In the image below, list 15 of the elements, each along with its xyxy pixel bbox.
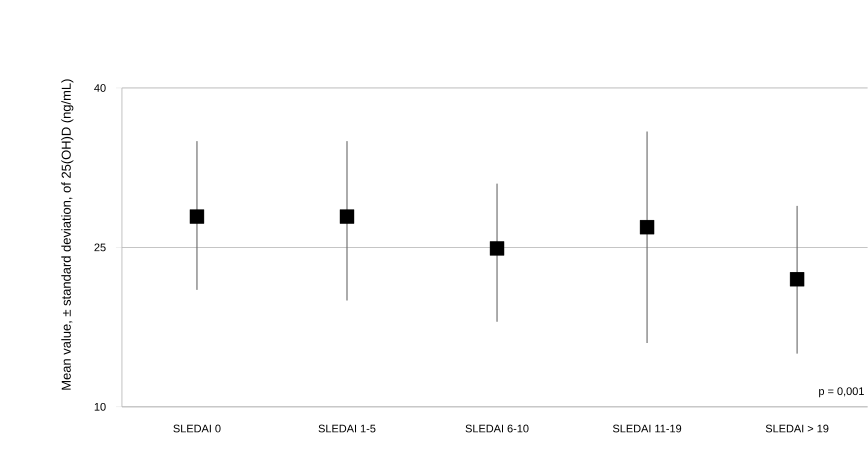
y-axis-title: Mean value, ± standard deviation, of 25(OH)D (ng/mL)	[61, 79, 74, 390]
x-tick-label: SLEDAI 11-19	[612, 424, 682, 433]
point	[190, 209, 204, 224]
y-tick-label: 40	[94, 84, 106, 92]
y-tick-label: 25	[94, 244, 106, 252]
y-tick-label: 10	[94, 403, 106, 411]
x-tick-label: SLEDAI 0	[173, 424, 221, 433]
x-tick-label: SLEDAI 6-10	[466, 424, 529, 433]
x-tick-label: SLEDAI > 19	[766, 424, 828, 433]
point	[640, 220, 654, 234]
x-tick-label: SLEDAI 1-5	[318, 424, 376, 433]
point	[490, 241, 504, 256]
point	[340, 209, 354, 224]
annotation: p = 0,001	[819, 387, 864, 398]
point	[790, 272, 804, 287]
